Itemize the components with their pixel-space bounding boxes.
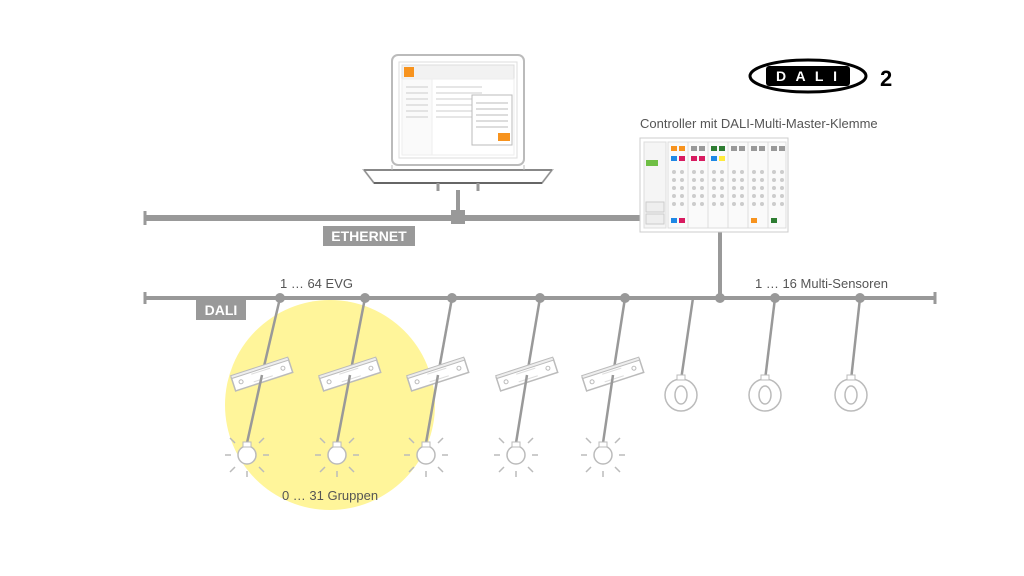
group-label: 0 … 31 Gruppen	[282, 488, 378, 503]
svg-text:D A L I: D A L I	[776, 68, 840, 84]
controller-device	[640, 138, 788, 232]
evg-label: 1 … 64 EVG	[280, 276, 353, 291]
svg-text:2: 2	[880, 66, 892, 91]
svg-text:ETHERNET: ETHERNET	[331, 228, 407, 244]
laptop	[364, 55, 552, 191]
controller-label: Controller mit DALI-Multi-Master-Klemme	[640, 116, 878, 131]
dali2-logo: D A L I 2	[750, 60, 892, 92]
sensor-label: 1 … 16 Multi-Sensoren	[755, 276, 888, 291]
svg-text:DALI: DALI	[205, 302, 238, 318]
sensor-drops	[665, 293, 867, 411]
